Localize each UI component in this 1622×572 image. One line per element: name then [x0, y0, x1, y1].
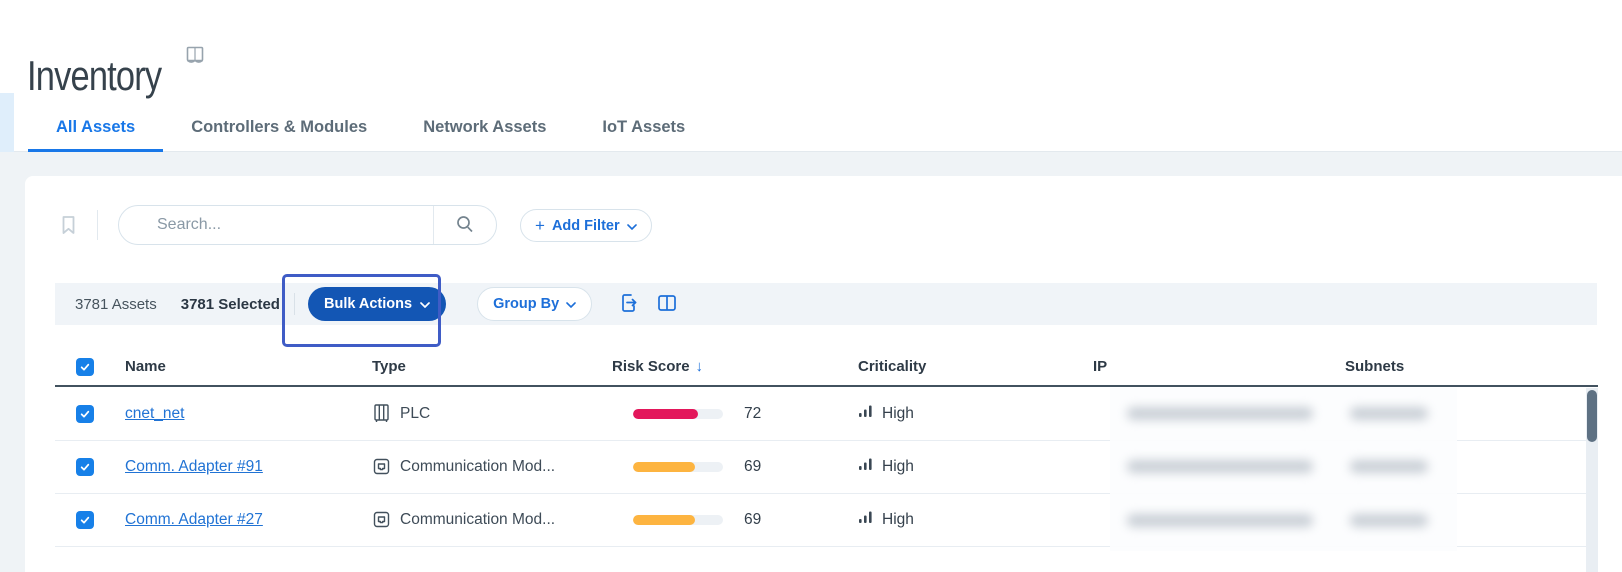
book-icon [184, 44, 206, 71]
asset-type-label: PLC [400, 405, 430, 423]
export-icon [618, 292, 639, 317]
plus-icon: + [535, 217, 545, 234]
redacted-subnet-value [1350, 460, 1428, 473]
columns-button[interactable] [657, 294, 677, 315]
asset-type-label: Communication Mod... [400, 458, 555, 476]
criticality-label: High [882, 405, 914, 423]
column-header-subnets[interactable]: Subnets [1335, 358, 1598, 375]
column-header-ip[interactable]: IP [1085, 358, 1335, 375]
sort-descending-icon[interactable]: ↓ [696, 358, 704, 375]
select-all-checkbox[interactable] [76, 358, 94, 376]
redacted-ip-value [1127, 514, 1313, 527]
selected-count: 3781 Selected [181, 296, 280, 313]
search-box [118, 205, 497, 245]
chevron-down-icon [627, 218, 637, 234]
chevron-down-icon [566, 296, 576, 312]
chevron-down-icon [420, 296, 430, 312]
vertical-scrollbar-thumb[interactable] [1587, 390, 1597, 442]
redacted-subnet-value [1350, 407, 1428, 420]
column-header-type[interactable]: Type [365, 358, 600, 375]
add-filter-button[interactable]: + Add Filter [520, 209, 652, 242]
tab-controllers-modules[interactable]: Controllers & Modules [163, 106, 395, 152]
search-input[interactable] [119, 216, 433, 234]
asset-name-link[interactable]: Comm. Adapter #27 [115, 511, 263, 529]
redacted-ip-value [1127, 460, 1313, 473]
criticality-label: High [882, 458, 914, 476]
asset-name-link[interactable]: Comm. Adapter #91 [115, 458, 263, 476]
table-toolbar: 3781 Assets 3781 Selected Bulk Actions G… [55, 283, 1597, 325]
search-button[interactable] [434, 206, 496, 244]
tab-network-assets[interactable]: Network Assets [395, 106, 574, 152]
redacted-ip-value [1127, 407, 1313, 420]
asset-name-link[interactable]: cnet_net [115, 405, 184, 423]
risk-score-bar [633, 409, 723, 419]
signal-bars-icon [858, 510, 873, 529]
column-header-risk-score[interactable]: Risk Score ↓ [600, 358, 845, 375]
row-checkbox[interactable] [76, 458, 94, 476]
row-checkbox[interactable] [76, 511, 94, 529]
page-title: Inventory [27, 52, 161, 100]
group-by-button[interactable]: Group By [477, 287, 592, 321]
columns-icon [657, 294, 677, 315]
search-filter-row: + Add Filter [25, 205, 1622, 245]
bookmark-icon[interactable] [58, 214, 79, 241]
export-button[interactable] [618, 292, 639, 317]
signal-bars-icon [858, 404, 873, 423]
tab-all-assets[interactable]: All Assets [28, 106, 163, 152]
plc-cabinet-icon [372, 403, 391, 424]
ethernet-module-icon [372, 510, 391, 529]
select-all-cell [55, 358, 115, 376]
content-card: + Add Filter 3781 Assets 3781 Selected B… [25, 176, 1622, 572]
ethernet-module-icon [372, 457, 391, 476]
asset-tabs: All Assets Controllers & Modules Network… [28, 106, 713, 152]
signal-bars-icon [858, 457, 873, 476]
risk-score-value: 69 [744, 458, 761, 476]
left-edge-highlight [0, 93, 14, 152]
redacted-subnet-value [1350, 514, 1428, 527]
risk-score-bar [633, 462, 723, 472]
criticality-label: High [882, 511, 914, 529]
divider [97, 210, 98, 240]
divider [294, 293, 295, 315]
asset-type-label: Communication Mod... [400, 511, 555, 529]
risk-score-bar [633, 515, 723, 525]
column-header-name[interactable]: Name [115, 358, 365, 375]
tab-iot-assets[interactable]: IoT Assets [574, 106, 713, 152]
page-header: Inventory All Assets Controllers & Modul… [0, 0, 1622, 152]
search-icon [455, 214, 475, 237]
column-header-criticality[interactable]: Criticality [845, 358, 1085, 375]
redacted-values-panel [1110, 388, 1457, 551]
inventory-page: Inventory All Assets Controllers & Modul… [0, 0, 1622, 572]
bulk-actions-button[interactable]: Bulk Actions [308, 287, 446, 321]
table-header-row: Name Type Risk Score ↓ Criticality IP Su… [55, 348, 1598, 385]
risk-score-value: 69 [744, 511, 761, 529]
assets-count: 3781 Assets [75, 296, 157, 313]
row-checkbox[interactable] [76, 405, 94, 423]
risk-score-value: 72 [744, 405, 761, 423]
